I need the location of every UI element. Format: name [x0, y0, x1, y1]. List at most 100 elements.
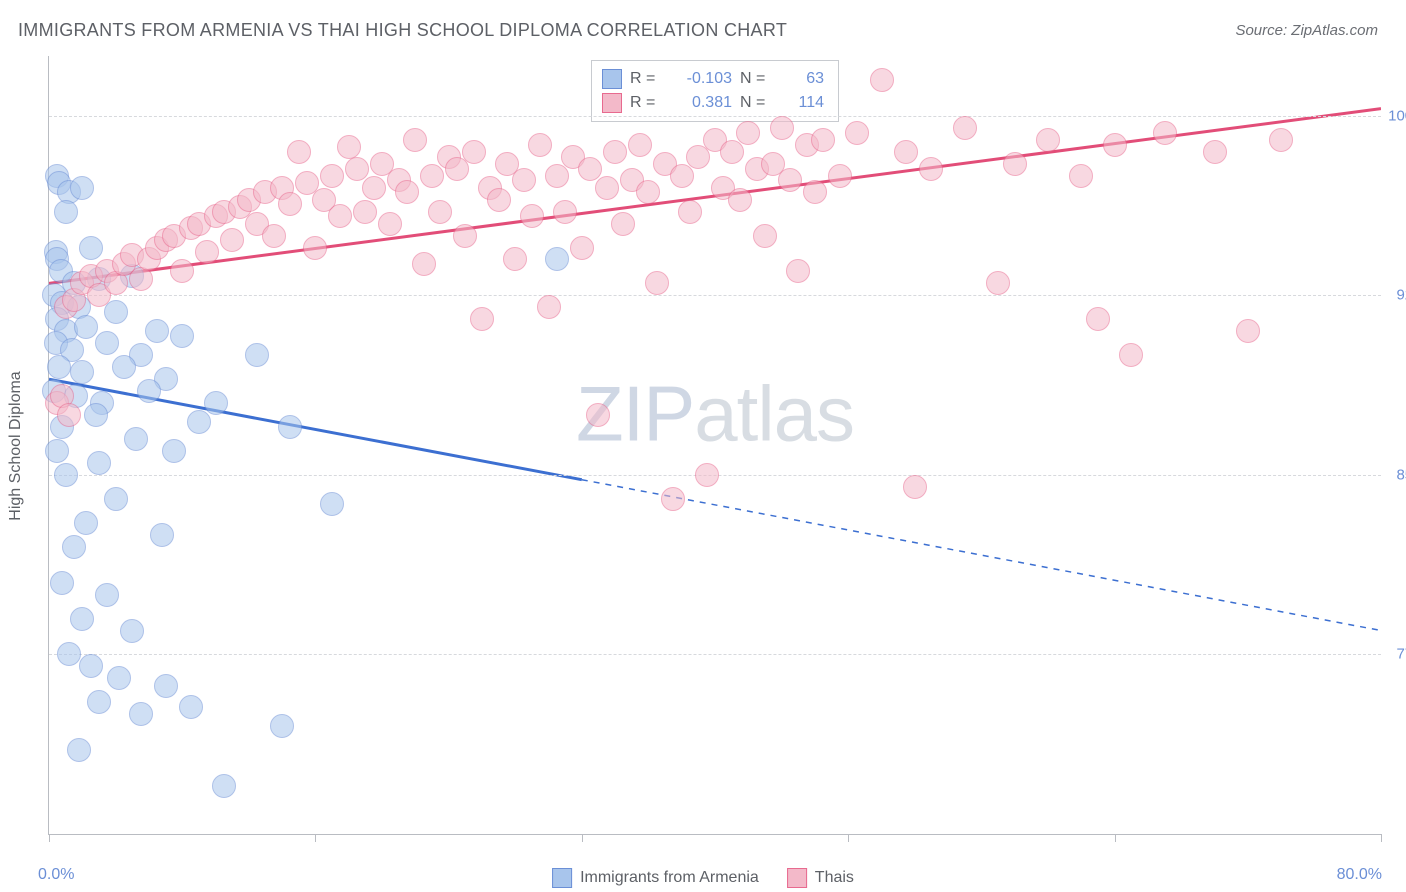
data-point-thais	[586, 403, 610, 427]
watermark-atlas: atlas	[694, 369, 854, 457]
r-label: R =	[630, 94, 662, 112]
data-point-thais	[919, 157, 943, 181]
data-point-armenia	[179, 695, 203, 719]
data-point-thais	[695, 463, 719, 487]
data-point-thais	[1086, 307, 1110, 331]
y-axis-tick-label: 100.0%	[1388, 107, 1406, 124]
data-point-thais	[403, 128, 427, 152]
data-point-armenia	[67, 738, 91, 762]
y-axis-title: High School Diploma	[7, 371, 25, 520]
chart-title: IMMIGRANTS FROM ARMENIA VS THAI HIGH SCH…	[18, 20, 787, 41]
data-point-thais	[345, 157, 369, 181]
r-value-armenia: -0.103	[670, 70, 732, 88]
legend-row-thais: R = 0.381 N = 114	[602, 91, 824, 115]
data-point-thais	[894, 140, 918, 164]
data-point-armenia	[47, 355, 71, 379]
trend-lines-svg	[49, 56, 1381, 834]
data-point-armenia	[74, 511, 98, 535]
data-point-thais	[537, 295, 561, 319]
data-point-armenia	[79, 654, 103, 678]
data-point-thais	[903, 475, 927, 499]
y-axis-tick-label: 85.0%	[1396, 466, 1406, 483]
data-point-thais	[720, 140, 744, 164]
data-point-thais	[353, 200, 377, 224]
data-point-thais	[487, 188, 511, 212]
watermark: ZIPatlas	[576, 368, 854, 459]
x-axis-label-min: 0.0%	[38, 866, 74, 884]
n-label: N =	[740, 94, 776, 112]
data-point-armenia	[54, 200, 78, 224]
n-value-armenia: 63	[784, 70, 824, 88]
swatch-armenia	[602, 69, 622, 89]
data-point-thais	[287, 140, 311, 164]
series-legend: Immigrants from Armenia Thais	[552, 868, 854, 888]
data-point-thais	[578, 157, 602, 181]
data-point-thais	[262, 224, 286, 248]
data-point-thais	[953, 116, 977, 140]
data-point-thais	[553, 200, 577, 224]
data-point-thais	[420, 164, 444, 188]
data-point-thais	[1153, 121, 1177, 145]
data-point-armenia	[45, 439, 69, 463]
data-point-thais	[803, 180, 827, 204]
data-point-thais	[520, 204, 544, 228]
grid-line	[49, 116, 1381, 117]
trend-line-dashed-armenia	[582, 480, 1381, 631]
data-point-thais	[337, 135, 361, 159]
data-point-armenia	[154, 674, 178, 698]
data-point-thais	[1236, 319, 1260, 343]
data-point-thais	[595, 176, 619, 200]
data-point-armenia	[70, 607, 94, 631]
correlation-legend: R = -0.103 N = 63 R = 0.381 N = 114	[591, 60, 839, 122]
data-point-thais	[736, 121, 760, 145]
y-axis-tick-label: 77.5%	[1396, 646, 1406, 663]
data-point-armenia	[137, 379, 161, 403]
data-point-armenia	[107, 666, 131, 690]
data-point-armenia	[70, 176, 94, 200]
data-point-armenia	[84, 403, 108, 427]
data-point-armenia	[129, 702, 153, 726]
data-point-armenia	[79, 236, 103, 260]
data-point-armenia	[87, 451, 111, 475]
data-point-thais	[845, 121, 869, 145]
data-point-armenia	[124, 427, 148, 451]
n-value-thais: 114	[784, 94, 824, 112]
data-point-thais	[986, 271, 1010, 295]
data-point-armenia	[150, 523, 174, 547]
data-point-armenia	[545, 247, 569, 271]
data-point-thais	[220, 228, 244, 252]
data-point-armenia	[212, 774, 236, 798]
x-axis-tick	[315, 834, 316, 842]
data-point-armenia	[120, 619, 144, 643]
data-point-armenia	[74, 315, 98, 339]
data-point-armenia	[187, 410, 211, 434]
data-point-armenia	[320, 492, 344, 516]
source-attribution: Source: ZipAtlas.com	[1235, 22, 1378, 39]
data-point-thais	[728, 188, 752, 212]
data-point-thais	[303, 236, 327, 260]
data-point-thais	[678, 200, 702, 224]
data-point-thais	[528, 133, 552, 157]
data-point-thais	[1119, 343, 1143, 367]
data-point-armenia	[50, 571, 74, 595]
swatch-thais	[787, 868, 807, 888]
x-axis-label-max: 80.0%	[1337, 866, 1382, 884]
data-point-thais	[770, 116, 794, 140]
data-point-thais	[1103, 133, 1127, 157]
data-point-thais	[503, 247, 527, 271]
data-point-armenia	[62, 535, 86, 559]
data-point-thais	[395, 180, 419, 204]
data-point-armenia	[270, 714, 294, 738]
data-point-armenia	[170, 324, 194, 348]
data-point-thais	[453, 224, 477, 248]
data-point-thais	[1003, 152, 1027, 176]
data-point-armenia	[278, 415, 302, 439]
data-point-thais	[753, 224, 777, 248]
data-point-armenia	[162, 439, 186, 463]
scatter-plot-area: ZIPatlas R = -0.103 N = 63 R = 0.381 N =…	[48, 56, 1381, 835]
data-point-thais	[545, 164, 569, 188]
data-point-thais	[195, 240, 219, 264]
data-point-thais	[628, 133, 652, 157]
x-axis-tick	[848, 834, 849, 842]
n-label: N =	[740, 70, 776, 88]
